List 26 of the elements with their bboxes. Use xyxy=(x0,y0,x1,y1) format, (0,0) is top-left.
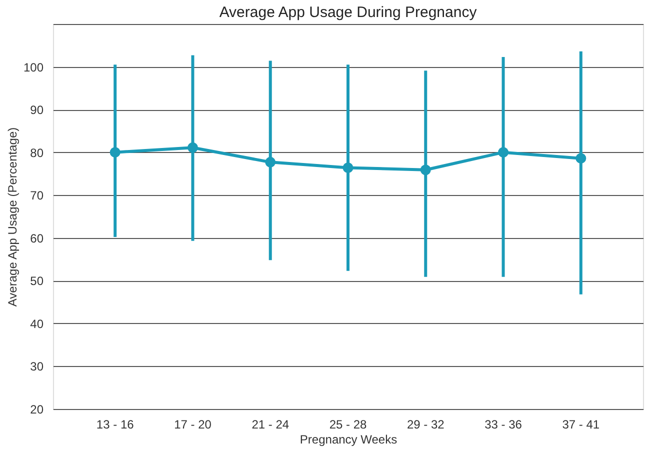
point xyxy=(576,153,586,164)
x-tick-label: 37 - 41 xyxy=(562,418,600,432)
x-tick-label: 25 - 28 xyxy=(329,418,368,432)
y-tick-label: 60 xyxy=(30,231,44,246)
x-tick-label: 13 - 16 xyxy=(96,418,134,432)
point xyxy=(498,147,509,158)
x-tick-label: 33 - 36 xyxy=(484,418,522,432)
point xyxy=(420,164,431,176)
y-tick-label: 80 xyxy=(30,146,44,160)
point xyxy=(110,147,120,158)
y-tick-label: 70 xyxy=(30,188,44,203)
x-tick-label: 17 - 20 xyxy=(174,418,212,432)
y-tick-label: 40 xyxy=(30,316,44,331)
y-tick-label: 50 xyxy=(30,274,44,288)
y-tick-label: 30 xyxy=(30,360,44,374)
y-tick-label: 100 xyxy=(23,60,44,74)
x-tick-label: 21 - 24 xyxy=(252,418,290,432)
y-tick-label: 20 xyxy=(30,402,44,416)
y-tick-label: 90 xyxy=(30,103,44,118)
point xyxy=(265,156,276,168)
point xyxy=(342,162,354,173)
point xyxy=(187,142,198,153)
y-axis-title: Average App Usage (Percentage) xyxy=(5,127,20,307)
x-axis-title: Pregnancy Weeks xyxy=(300,432,398,446)
chart-title: Average App Usage During Pregnancy xyxy=(219,4,478,21)
x-tick-label: 29 - 32 xyxy=(406,418,445,432)
